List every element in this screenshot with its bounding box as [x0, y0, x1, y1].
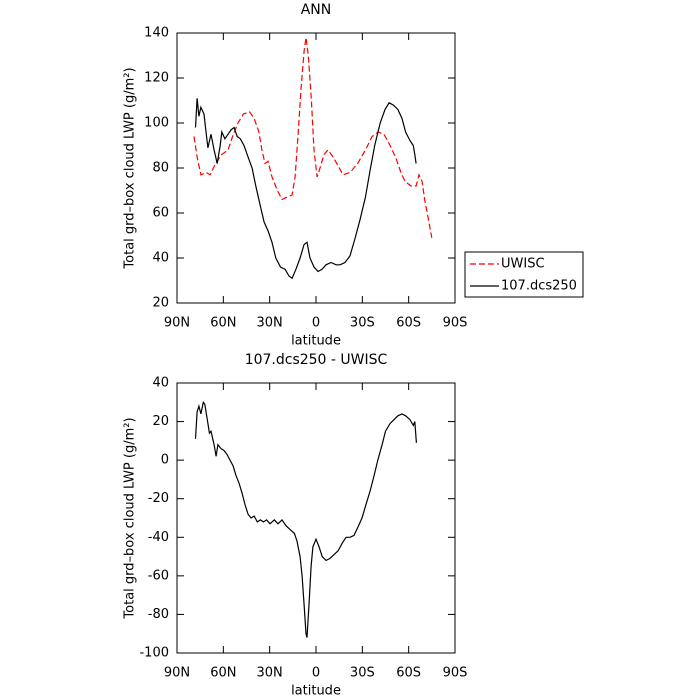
- plot-frame: [176, 382, 456, 654]
- x-tick-label: 30S: [350, 666, 375, 681]
- x-tick-label: 0: [312, 666, 320, 681]
- x-tick-label: 90S: [443, 666, 468, 681]
- legend-label: UWISC: [501, 257, 545, 272]
- y-tick-label: 40: [152, 251, 169, 266]
- x-tick-label: 30N: [257, 316, 283, 331]
- y-tick-label: -100: [139, 646, 169, 661]
- x-tick-label: 90N: [164, 666, 190, 681]
- x-tick-label: 0: [312, 316, 320, 331]
- y-tick-label: -80: [148, 607, 169, 622]
- legend-label: 107.dcs250: [501, 279, 577, 294]
- x-tick-label: 60N: [210, 666, 236, 681]
- y-tick-label: 0: [161, 453, 169, 468]
- y-axis-label: Total grd–box cloud LWP (g/m²): [123, 67, 138, 269]
- y-tick-label: 40: [152, 376, 169, 391]
- x-axis-label: latitude: [291, 684, 341, 699]
- x-tick-label: 30N: [257, 666, 283, 681]
- x-tick-label: 60N: [210, 316, 236, 331]
- chart-title: ANN: [301, 2, 332, 18]
- y-tick-label: 60: [152, 206, 169, 221]
- x-tick-label: 90N: [164, 316, 190, 331]
- x-tick-label: 30S: [350, 316, 375, 331]
- data-line: [194, 400, 417, 638]
- x-tick-label: 60S: [396, 316, 421, 331]
- y-tick-label: 20: [152, 414, 169, 429]
- y-tick-label: 140: [144, 26, 169, 41]
- legend-box: [464, 251, 584, 298]
- data-line: [194, 98, 417, 280]
- y-tick-label: -20: [148, 491, 169, 506]
- x-tick-label: 90S: [443, 316, 468, 331]
- y-tick-label: 20: [152, 296, 169, 311]
- y-tick-label: 120: [144, 71, 169, 86]
- y-tick-label: 80: [152, 161, 169, 176]
- x-tick-label: 60S: [396, 666, 421, 681]
- y-tick-label: -60: [148, 568, 169, 583]
- x-axis-label: latitude: [291, 334, 341, 349]
- y-tick-label: -40: [148, 530, 169, 545]
- y-axis-label: Total grd–box cloud LWP (g/m²): [123, 417, 138, 619]
- chart-title: 107.dcs250 - UWISC: [245, 352, 388, 368]
- data-line: [193, 37, 433, 238]
- y-tick-label: 100: [144, 116, 169, 131]
